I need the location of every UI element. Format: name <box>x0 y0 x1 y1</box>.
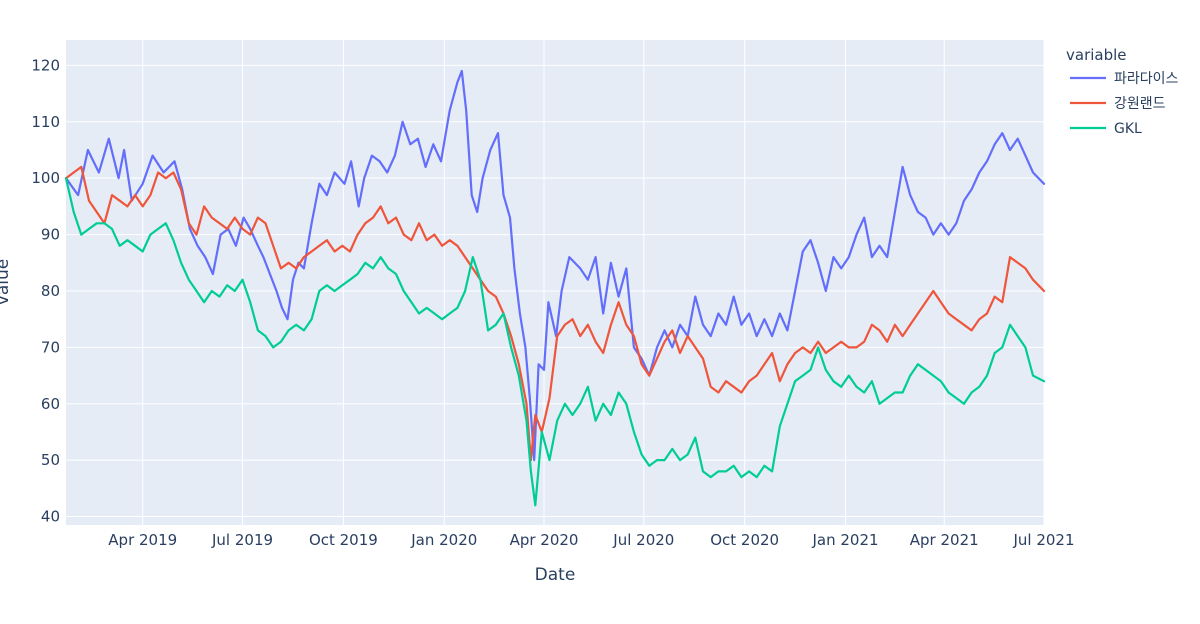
legend-title: variable <box>1066 46 1127 64</box>
legend-label: 강원랜드 <box>1114 96 1166 112</box>
y-tick-label: 100 <box>31 169 60 187</box>
y-axis-ticks: 40 50 60 70 80 90 100 110 120 <box>31 56 60 525</box>
y-tick-label: 110 <box>31 113 60 131</box>
legend-label: 파라다이스 <box>1114 71 1179 87</box>
x-tick-label: Jan 2021 <box>812 531 879 549</box>
x-tick-label: Jul 2021 <box>1012 531 1074 549</box>
y-tick-label: 60 <box>41 395 60 413</box>
x-tick-label: Jan 2020 <box>410 531 477 549</box>
series-line <box>64 69 1046 462</box>
y-tick-label: 70 <box>41 338 60 356</box>
series-line <box>64 165 1046 462</box>
y-tick-label: 90 <box>41 226 60 244</box>
y-tick-label: 40 <box>41 508 60 526</box>
x-tick-label: Apr 2020 <box>510 531 579 549</box>
x-tick-label: Jul 2019 <box>211 531 273 549</box>
y-tick-label: 50 <box>41 451 60 469</box>
x-tick-label: Jul 2020 <box>612 531 674 549</box>
legend-label: GKL <box>1114 121 1142 137</box>
plot-background <box>66 40 1044 525</box>
x-axis-title: Date <box>535 565 576 585</box>
legend-item[interactable]: 파라다이스 <box>1070 71 1179 87</box>
legend-item[interactable]: 강원랜드 <box>1070 96 1166 112</box>
series-line <box>64 177 1046 507</box>
legend-item[interactable]: GKL <box>1070 121 1142 137</box>
x-tick-label: Oct 2020 <box>710 531 779 549</box>
x-tick-label: Apr 2019 <box>108 531 177 549</box>
series-lines <box>64 69 1046 507</box>
x-tick-label: Oct 2019 <box>309 531 378 549</box>
x-tick-label: Apr 2021 <box>910 531 979 549</box>
y-axis-title: value <box>0 259 13 305</box>
x-axis-ticks: Apr 2019 Jul 2019 Oct 2019 Jan 2020 Apr 2020… <box>108 531 1074 549</box>
y-tick-label: 120 <box>31 56 60 74</box>
y-tick-label: 80 <box>41 282 60 300</box>
